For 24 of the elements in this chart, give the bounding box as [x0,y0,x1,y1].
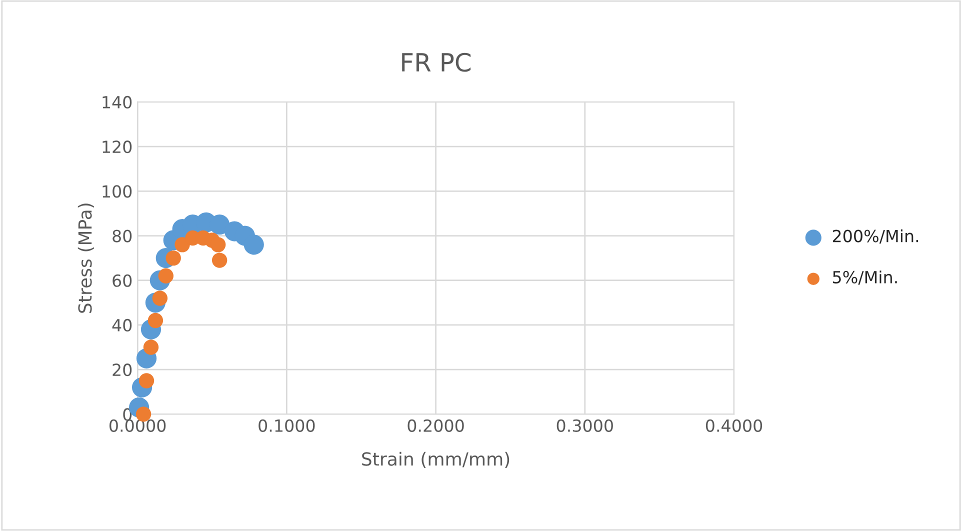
y-tick-label: 40 [112,318,132,332]
chart-title: FR PC [402,52,471,72]
point [143,340,159,355]
point [210,237,226,252]
y-tick-label: 120 [102,140,132,154]
x-tick-label: 0.0000 [110,419,166,432]
y-tick-label: 100 [102,185,132,198]
x-tick-label: 0.2000 [408,419,464,432]
x-axis-title: Strain (mm/mm) [362,452,510,468]
y-tick-label: 20 [112,364,132,376]
x-tick-label: 0.4000 [706,419,762,432]
point [244,234,264,255]
y-tick-label: 60 [112,274,132,287]
point [148,312,164,328]
y-tick-label: 80 [112,230,132,242]
x-tick-label: 0.3000 [556,419,613,432]
legend-label: 5%/Min. [833,270,897,285]
y-axis-title: Stress (MPa) [78,204,94,313]
x-tick-label: 0.1000 [258,419,315,432]
y-tick-label: 140 [102,96,132,109]
point [210,214,230,235]
point [166,250,181,266]
point [212,252,228,268]
legend-label: 200%/Min. [832,229,918,244]
